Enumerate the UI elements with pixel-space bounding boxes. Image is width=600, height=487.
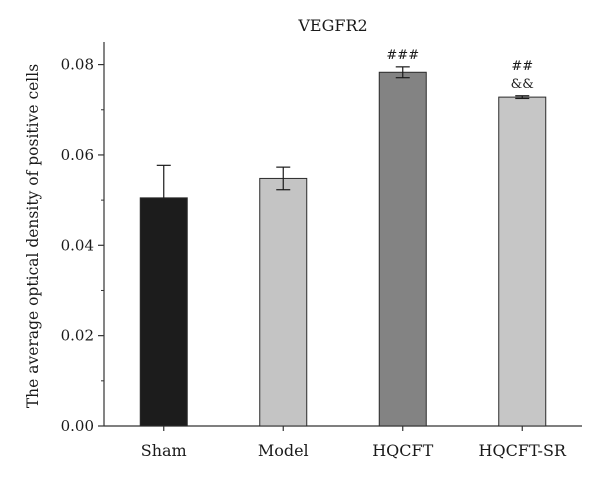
bar-hqcft xyxy=(378,71,427,427)
x-tick-label: Model xyxy=(258,441,309,460)
bar-hqcft-sr xyxy=(498,96,547,427)
bars: ### && ## xyxy=(139,48,547,427)
y-tick-label: 0.04 xyxy=(61,236,94,254)
axes: 0.00 0.02 0.04 0.06 0.08 Sham Model HQCFT HQCFT-… xyxy=(61,42,582,460)
chart-title: VEGFR2 xyxy=(297,16,367,35)
significance-marker: && xyxy=(511,77,534,92)
significance-marker: ### xyxy=(386,48,419,63)
y-tick-label: 0.00 xyxy=(61,417,94,435)
significance-marker: ## xyxy=(511,59,533,74)
y-tick-label: 0.06 xyxy=(61,146,94,164)
bar-sham xyxy=(139,197,188,427)
x-tick-label: HQCFT-SR xyxy=(479,441,567,460)
x-tick-label: Sham xyxy=(141,441,187,460)
y-tick-label: 0.08 xyxy=(61,56,94,74)
bar-model xyxy=(259,177,308,427)
x-tick-label: HQCFT xyxy=(372,441,433,460)
y-tick-label: 0.02 xyxy=(61,327,94,345)
y-axis-label: The average optical density of positive … xyxy=(24,64,42,408)
